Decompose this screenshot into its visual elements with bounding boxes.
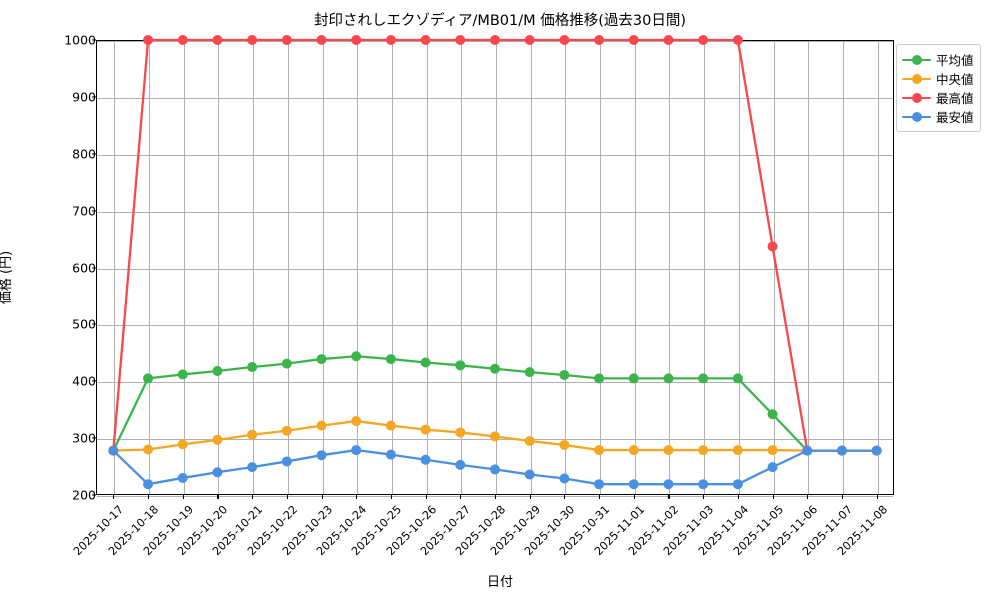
- x-gridline: [114, 41, 116, 494]
- x-gridline: [808, 41, 810, 494]
- x-tick-mark: [529, 495, 531, 499]
- x-gridline: [322, 41, 324, 494]
- x-gridline: [634, 41, 636, 494]
- legend-item-1[interactable]: 平均値: [902, 50, 974, 69]
- y-tick-mark: [92, 323, 96, 325]
- x-axis-label: 日付: [486, 575, 513, 590]
- x-gridline: [426, 41, 428, 494]
- x-gridline: [530, 41, 532, 494]
- legend-label: 平均値: [936, 53, 974, 68]
- y-tick-label: 700: [72, 203, 96, 219]
- y-tick-label: 500: [72, 316, 96, 332]
- x-tick-mark: [182, 495, 184, 499]
- y-tick-mark: [92, 96, 96, 98]
- x-tick-mark: [321, 495, 323, 499]
- y-tick-label: 200: [72, 487, 96, 503]
- x-gridline: [704, 41, 706, 494]
- chart-title: 封印されしエクゾディア/MB01/M 価格推移(過去30日間): [313, 13, 687, 29]
- x-gridline: [391, 41, 393, 494]
- x-tick-mark: [703, 495, 705, 499]
- x-tick-mark: [217, 495, 219, 499]
- x-gridline: [461, 41, 463, 494]
- legend-marker-icon: [902, 73, 931, 85]
- y-tick-label: 300: [72, 430, 96, 446]
- x-tick-mark: [737, 495, 739, 499]
- y-tick-label: 900: [72, 89, 96, 105]
- x-tick-mark: [564, 495, 566, 499]
- x-tick-mark: [148, 495, 150, 499]
- chart-legend: 平均値中央値最高値最安値: [896, 44, 981, 132]
- y-tick-mark: [92, 380, 96, 382]
- x-gridline: [253, 41, 255, 494]
- y-tick-label: 600: [72, 260, 96, 275]
- x-tick-mark: [252, 495, 254, 499]
- legend-marker-icon: [902, 54, 931, 66]
- legend-label: 最安値: [936, 110, 974, 125]
- legend-label: 中央値: [936, 72, 974, 87]
- x-gridline: [773, 41, 775, 494]
- y-tick-mark: [92, 39, 96, 41]
- y-tick-mark: [92, 494, 96, 496]
- y-tick-label: 400: [72, 373, 96, 389]
- x-tick-mark: [876, 495, 878, 499]
- x-gridline: [287, 41, 289, 494]
- y-tick-mark: [92, 437, 96, 439]
- y-tick-mark: [92, 153, 96, 155]
- legend-item-2[interactable]: 中央値: [902, 69, 974, 88]
- x-gridline: [877, 41, 879, 494]
- x-tick-mark: [495, 495, 497, 499]
- y-tick-mark: [92, 210, 96, 212]
- x-tick-mark: [425, 495, 427, 499]
- x-tick-mark: [286, 495, 288, 499]
- x-tick-mark: [356, 495, 358, 499]
- plot-area: [96, 40, 894, 497]
- y-tick-mark: [92, 266, 96, 269]
- x-tick-mark: [599, 495, 601, 499]
- x-gridline: [669, 41, 671, 494]
- x-tick-mark: [633, 495, 635, 499]
- y-tick-label: 800: [72, 146, 96, 162]
- x-tick-mark: [113, 495, 115, 499]
- y-tick-label: 1000: [64, 32, 96, 48]
- y-axis-label: 価格 (円): [0, 250, 15, 305]
- x-tick-mark: [460, 495, 462, 499]
- x-tick-mark: [772, 495, 774, 499]
- x-gridline: [357, 41, 359, 494]
- x-gridline: [565, 41, 567, 494]
- x-gridline: [149, 41, 151, 494]
- legend-item-4[interactable]: 最安値: [902, 107, 974, 126]
- x-tick-mark: [807, 495, 809, 499]
- legend-label: 最高値: [936, 91, 974, 106]
- legend-marker-icon: [902, 92, 931, 104]
- x-gridline: [183, 41, 185, 494]
- x-gridline: [496, 41, 497, 494]
- legend-item-3[interactable]: 最高値: [902, 88, 974, 107]
- x-tick-mark: [390, 495, 392, 499]
- x-tick-mark: [841, 495, 844, 499]
- x-gridline: [600, 41, 602, 494]
- x-gridline: [218, 41, 220, 494]
- x-tick-mark: [668, 495, 670, 499]
- x-gridline: [738, 41, 740, 494]
- legend-marker-icon: [902, 111, 931, 123]
- x-gridline: [842, 41, 844, 494]
